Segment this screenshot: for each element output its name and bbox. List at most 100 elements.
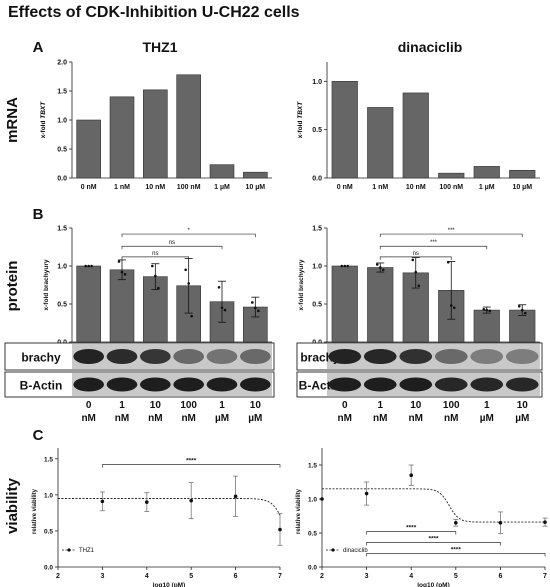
C-left-legend-marker: [67, 548, 71, 552]
B-right-data-point: [411, 258, 415, 262]
B-right-data-point: [449, 304, 453, 307]
left-dose-value: 10: [150, 400, 162, 411]
right-dose-value: 10: [410, 400, 422, 411]
C-left-data-point: [189, 498, 193, 503]
left-dose-value: 1: [119, 400, 125, 411]
A-left-bar: [109, 96, 135, 179]
A-left-bar: [243, 171, 268, 179]
column-title-right: dinaciclib: [398, 39, 463, 55]
B-left-data-point: [123, 273, 127, 276]
B-right-bar: [331, 265, 358, 343]
B-left-data-point: [257, 309, 260, 313]
B-right-sig-label: ***: [448, 228, 456, 234]
left-dose-value: 1: [219, 400, 225, 411]
C-left-xtick-label: 7: [278, 573, 282, 580]
A-right-bar: [367, 107, 394, 179]
right-blot-band: [363, 348, 397, 365]
B-left-sig-label: *: [187, 228, 190, 234]
B-right-data-point: [346, 264, 350, 268]
A-left-xtick-label: 1 nM: [114, 184, 130, 191]
B-left-data-point: [217, 285, 221, 289]
A-right-bar: [402, 92, 429, 179]
C-right-xtick-label: 2: [320, 573, 324, 580]
right-dose-unit: nM: [444, 413, 458, 424]
A-left-ytick-label: 2.0: [57, 60, 67, 67]
left-blot-band: [106, 348, 138, 365]
right-blot-band: [363, 377, 397, 392]
left-blot-band: [206, 348, 238, 365]
left-blot-band: [73, 348, 104, 365]
panel-letter-b: B: [33, 206, 44, 223]
A-right-ytick-label: 0.5: [312, 127, 322, 134]
column-title-left: THZ1: [143, 39, 178, 55]
right-blot-band: [399, 377, 433, 392]
right-dose-value: 0: [342, 400, 348, 411]
B-left-data-point: [87, 264, 90, 268]
C-right-xlabel: log10 (pM): [417, 582, 450, 587]
left-dose-unit: nM: [81, 413, 95, 424]
C-left-data-point: [100, 499, 105, 504]
A-right-xtick-label: 100 nM: [439, 184, 463, 191]
left-blot-band: [173, 348, 205, 365]
C-right-xtick-label: 5: [454, 573, 458, 580]
B-right-data-point: [517, 304, 521, 308]
B-left-sig-bracket: [121, 233, 256, 238]
C-right-sig-label: ****: [428, 536, 439, 543]
right-blot-band: [399, 348, 433, 365]
row-label-mrna: mRNA: [4, 97, 21, 143]
left-blot-band: [206, 377, 238, 392]
right-blot-band: [470, 377, 504, 392]
B-left-ytick-label: 1.0: [57, 264, 67, 271]
B-left-data-point: [220, 306, 224, 310]
B-right-ytick-label: 1.5: [312, 226, 322, 233]
right-dose-unit: µM: [480, 413, 494, 424]
C-left-xtick-label: 3: [100, 573, 104, 580]
B-right-data-point: [520, 308, 524, 312]
C-left-sig-label: ****: [186, 458, 197, 465]
B-left-data-point: [151, 264, 154, 268]
A-right-xtick-label: 10 µM: [512, 184, 532, 191]
A-left-xtick-label: 1 µM: [214, 184, 230, 191]
B-right-sig-label: ns: [413, 251, 419, 257]
B-right-sig-bracket: [379, 233, 523, 238]
B-left-data-point: [117, 260, 121, 263]
B-left-data-point: [90, 264, 93, 268]
C-right-data-point: [498, 521, 503, 525]
C-right-ytick-label: 1.0: [308, 497, 317, 504]
B-right-data-point: [446, 260, 450, 264]
C-right-sig-label: ****: [406, 525, 417, 532]
A-left-xtick-label: 10 µM: [246, 184, 266, 191]
C-right-sig-bracket: [366, 542, 501, 546]
C-right-xtick-label: 3: [365, 573, 369, 580]
C-right-xtick-label: 4: [409, 573, 413, 580]
right-blot-membrane: [327, 344, 540, 369]
right-dose-unit: nM: [373, 413, 387, 424]
A-left-bar: [176, 74, 201, 179]
A-left-ytick-label: 0.5: [57, 147, 67, 154]
B-left-data-point: [184, 268, 187, 272]
A-right-ytick-label: 0.0: [312, 176, 322, 183]
B-left-data-point: [154, 274, 157, 278]
right-blot-band: [328, 377, 362, 392]
A-left-xtick-label: 100 nM: [177, 184, 201, 191]
left-band-label: brachy: [21, 351, 61, 365]
C-right-data-point: [320, 497, 324, 501]
B-left-data-point: [187, 282, 190, 285]
A-left-ytick-label: 1.0: [57, 118, 67, 125]
C-left-xtick-label: 5: [189, 573, 193, 580]
B-right-bar: [367, 267, 394, 343]
C-left-fit-curve: [58, 498, 281, 516]
B-right-ytick-label: 1.0: [312, 264, 322, 271]
C-right-sig-bracket: [366, 553, 546, 557]
B-left-data-point: [84, 264, 87, 268]
left-dose-value: 100: [180, 400, 197, 411]
figure-title: Effects of CDK-Inhibition U-CH22 cells: [8, 4, 300, 21]
left-blot-band: [240, 348, 271, 365]
B-left-sig-label: ns: [152, 251, 158, 257]
B-right-bar: [473, 309, 500, 343]
C-right-ytick-label: 0.0: [308, 565, 317, 572]
B-right-data-point: [452, 306, 456, 310]
left-dose-unit: nM: [148, 413, 162, 424]
C-right-xtick-label: 6: [498, 573, 502, 580]
A-right-xtick-label: 0 nM: [337, 184, 353, 191]
